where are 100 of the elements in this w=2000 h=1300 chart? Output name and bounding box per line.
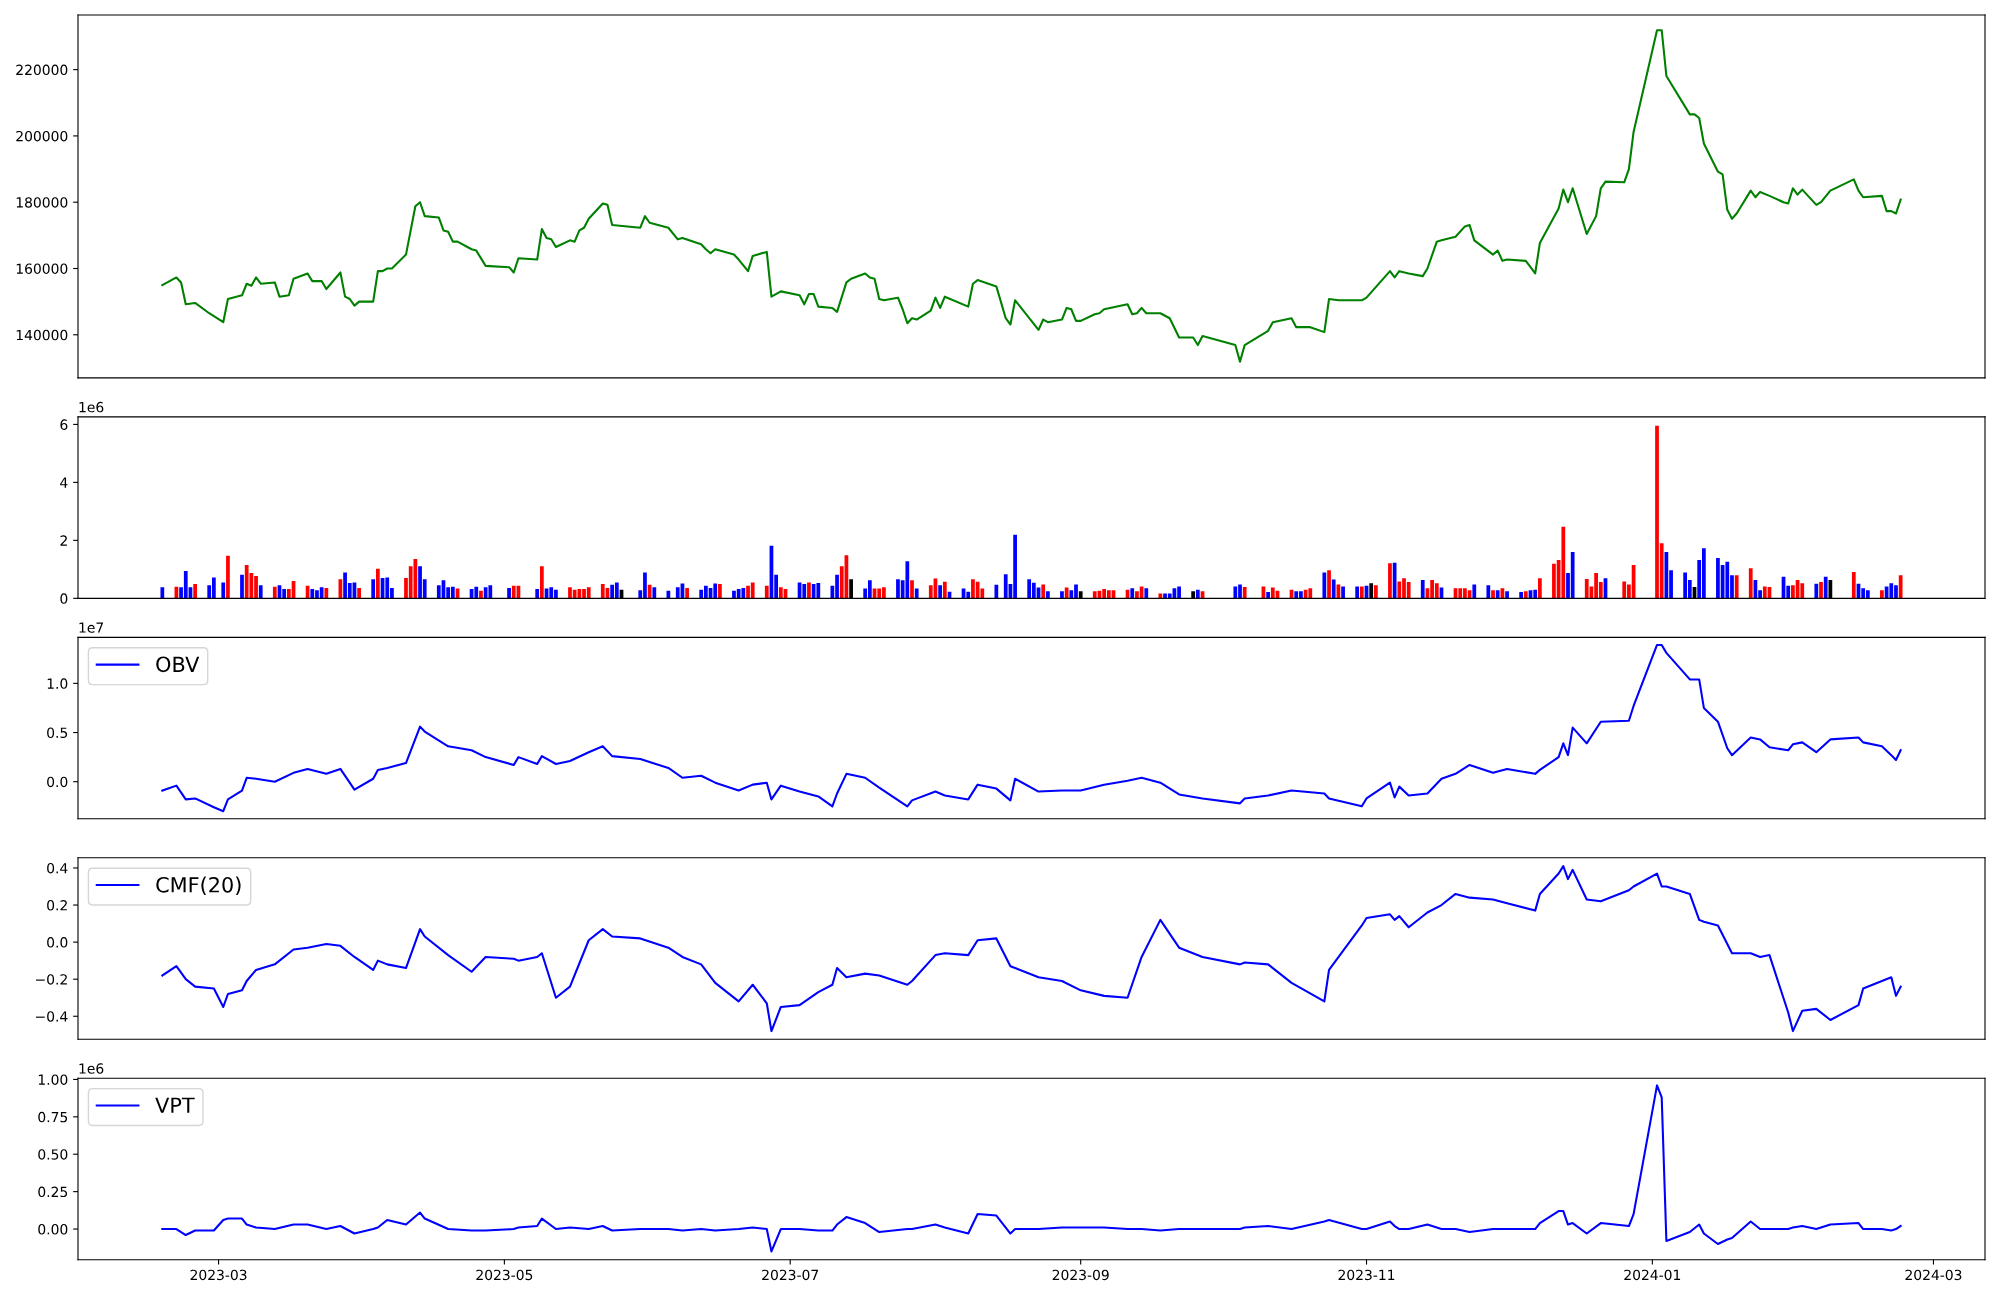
bar bbox=[1865, 590, 1870, 599]
bar bbox=[1308, 588, 1313, 599]
bar bbox=[750, 582, 755, 599]
y-tick-label: 0.75 bbox=[38, 1111, 68, 1123]
bar bbox=[1397, 581, 1402, 599]
y-tick-label: 0 bbox=[60, 593, 68, 604]
y-tick-label: 2 bbox=[60, 535, 67, 546]
y-tick-label: 0.25 bbox=[38, 1186, 68, 1198]
bar bbox=[1327, 570, 1331, 599]
bar bbox=[474, 586, 479, 599]
bar bbox=[1060, 591, 1064, 599]
bar bbox=[1622, 581, 1627, 599]
bar bbox=[577, 589, 582, 599]
bar bbox=[718, 584, 722, 599]
y-tick-label: 140000 bbox=[16, 329, 68, 341]
bar bbox=[549, 587, 554, 599]
bar bbox=[1092, 591, 1097, 599]
x-tick-label: 2023-11 bbox=[1338, 1269, 1395, 1281]
bar bbox=[802, 584, 807, 599]
legend-label: CMF(20) bbox=[156, 876, 241, 896]
bar bbox=[1388, 563, 1392, 599]
x-tick-label: 2023-07 bbox=[762, 1269, 819, 1281]
bar bbox=[1898, 575, 1903, 599]
x-tick-label: 2023-09 bbox=[1052, 1269, 1109, 1281]
bar bbox=[1734, 575, 1739, 599]
bar bbox=[1495, 590, 1500, 599]
bar bbox=[1406, 582, 1411, 599]
y-tick-label: 220000 bbox=[16, 64, 68, 76]
bar bbox=[1538, 578, 1542, 599]
bar bbox=[310, 589, 315, 599]
y-tick-label: 0.00 bbox=[38, 1224, 68, 1235]
bar bbox=[1570, 551, 1575, 599]
bar bbox=[193, 584, 198, 599]
bar bbox=[539, 566, 544, 599]
bar bbox=[1523, 591, 1528, 599]
x-tick-label: 2023-03 bbox=[190, 1269, 247, 1281]
bar bbox=[1561, 526, 1566, 599]
bar bbox=[1195, 589, 1200, 599]
bar bbox=[1552, 563, 1556, 599]
bar bbox=[1266, 591, 1270, 599]
bar bbox=[713, 583, 718, 599]
bar bbox=[1106, 590, 1111, 599]
bar bbox=[1819, 582, 1823, 599]
text: 1e6 bbox=[79, 401, 104, 413]
bar bbox=[1584, 578, 1589, 599]
x-tick-label: 2024-03 bbox=[1905, 1269, 1962, 1281]
bar bbox=[357, 587, 361, 599]
bar bbox=[586, 587, 591, 599]
bar bbox=[385, 577, 390, 599]
y-tick-label: 0.50 bbox=[38, 1149, 68, 1160]
bar bbox=[1064, 587, 1069, 599]
bar bbox=[647, 584, 652, 599]
bar bbox=[816, 582, 821, 599]
y-tick-label: 0.5 bbox=[47, 727, 68, 738]
bar bbox=[1013, 534, 1017, 599]
y-tick-label: 0.0 bbox=[47, 937, 68, 948]
bar bbox=[966, 591, 971, 599]
bar bbox=[685, 587, 689, 599]
bar bbox=[1472, 584, 1477, 599]
x-tick-label: 2023-05 bbox=[476, 1269, 533, 1281]
bar bbox=[221, 582, 226, 599]
bar bbox=[614, 582, 619, 599]
bar bbox=[1716, 558, 1720, 599]
bar bbox=[319, 587, 324, 599]
y-tick-label: 0.4 bbox=[47, 862, 68, 874]
bar bbox=[160, 587, 165, 599]
line-series bbox=[161, 29, 1902, 363]
bar bbox=[1814, 583, 1819, 599]
bar bbox=[483, 587, 488, 599]
bar bbox=[778, 587, 783, 599]
bar bbox=[1003, 574, 1008, 599]
bar bbox=[877, 588, 882, 599]
bar bbox=[1233, 586, 1238, 599]
y-tick-label: 6 bbox=[60, 419, 68, 430]
bar bbox=[1322, 572, 1327, 599]
bar bbox=[450, 586, 455, 599]
bar bbox=[1420, 580, 1425, 599]
bar bbox=[675, 587, 680, 599]
bar bbox=[488, 585, 493, 599]
bar bbox=[910, 580, 914, 599]
bar bbox=[741, 587, 746, 599]
bar bbox=[1800, 583, 1805, 599]
bar bbox=[1270, 587, 1275, 599]
bar bbox=[183, 571, 188, 599]
bar bbox=[511, 585, 516, 599]
bar bbox=[1486, 585, 1491, 599]
y-tick-label: 160000 bbox=[16, 263, 68, 274]
bar bbox=[371, 579, 376, 599]
bar bbox=[971, 579, 975, 599]
bar bbox=[994, 584, 999, 599]
bar bbox=[376, 568, 380, 599]
bar bbox=[1041, 584, 1046, 599]
bar bbox=[1031, 582, 1036, 599]
bar bbox=[1144, 588, 1149, 599]
bar bbox=[1505, 591, 1509, 599]
bar bbox=[1762, 586, 1767, 599]
y-tick-label: 0.2 bbox=[47, 900, 67, 911]
bar bbox=[1355, 586, 1360, 599]
bar bbox=[1392, 562, 1397, 599]
bar bbox=[1823, 576, 1828, 599]
